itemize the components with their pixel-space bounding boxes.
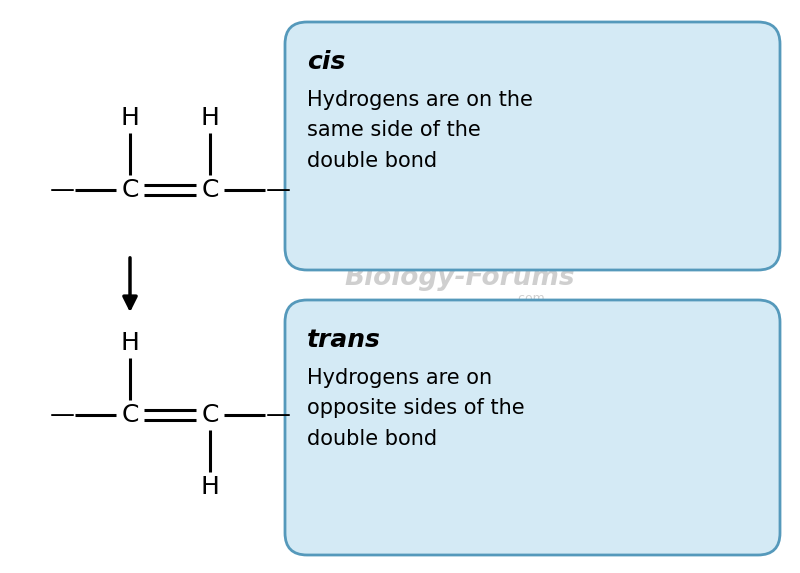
- Text: —: —: [266, 403, 290, 427]
- Text: C: C: [122, 178, 138, 202]
- Text: H: H: [121, 106, 139, 130]
- Text: Biology-Forums: Biology-Forums: [345, 265, 575, 291]
- Text: —: —: [50, 403, 74, 427]
- Text: H: H: [201, 475, 219, 499]
- FancyBboxPatch shape: [285, 22, 780, 270]
- Text: —: —: [50, 178, 74, 202]
- Text: C: C: [122, 403, 138, 427]
- Text: —: —: [266, 178, 290, 202]
- Text: cis: cis: [307, 50, 346, 74]
- Text: H: H: [201, 106, 219, 130]
- Text: Hydrogens are on the
same side of the
double bond: Hydrogens are on the same side of the do…: [307, 90, 533, 171]
- Text: C: C: [202, 178, 218, 202]
- FancyBboxPatch shape: [285, 300, 780, 555]
- Text: .com: .com: [514, 292, 546, 304]
- Text: C: C: [202, 403, 218, 427]
- Text: trans: trans: [307, 328, 381, 352]
- Text: H: H: [121, 331, 139, 355]
- Text: Hydrogens are on
opposite sides of the
double bond: Hydrogens are on opposite sides of the d…: [307, 368, 525, 449]
